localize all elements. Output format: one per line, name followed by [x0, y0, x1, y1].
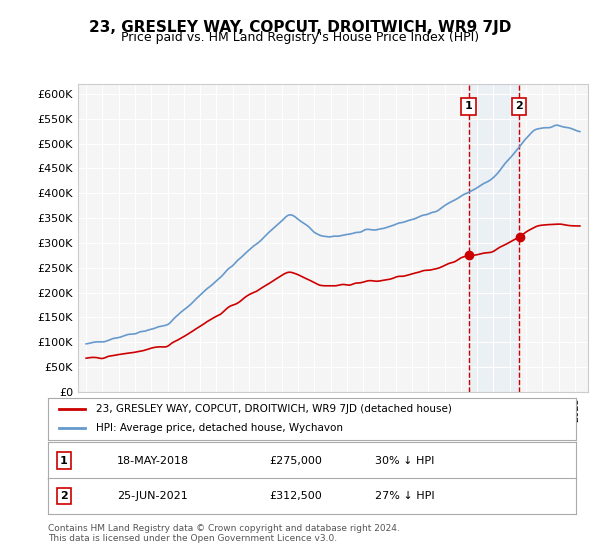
- Text: 1: 1: [464, 101, 472, 111]
- Text: Contains HM Land Registry data © Crown copyright and database right 2024.
This d: Contains HM Land Registry data © Crown c…: [48, 524, 400, 543]
- Text: 30% ↓ HPI: 30% ↓ HPI: [376, 456, 435, 465]
- Bar: [469, 84, 519, 392]
- Text: HPI: Average price, detached house, Wychavon: HPI: Average price, detached house, Wych…: [95, 423, 343, 433]
- Text: £275,000: £275,000: [270, 456, 323, 465]
- Text: 27% ↓ HPI: 27% ↓ HPI: [376, 491, 435, 501]
- Text: 18-MAY-2018: 18-MAY-2018: [116, 456, 189, 465]
- Text: 25-JUN-2021: 25-JUN-2021: [116, 491, 187, 501]
- Text: £312,500: £312,500: [270, 491, 323, 501]
- Text: 1: 1: [60, 456, 68, 465]
- Text: Price paid vs. HM Land Registry's House Price Index (HPI): Price paid vs. HM Land Registry's House …: [121, 31, 479, 44]
- Text: 2: 2: [515, 101, 523, 111]
- Text: 23, GRESLEY WAY, COPCUT, DROITWICH, WR9 7JD (detached house): 23, GRESLEY WAY, COPCUT, DROITWICH, WR9 …: [95, 404, 451, 414]
- Text: 2: 2: [60, 491, 68, 501]
- Text: 23, GRESLEY WAY, COPCUT, DROITWICH, WR9 7JD: 23, GRESLEY WAY, COPCUT, DROITWICH, WR9 …: [89, 20, 511, 35]
